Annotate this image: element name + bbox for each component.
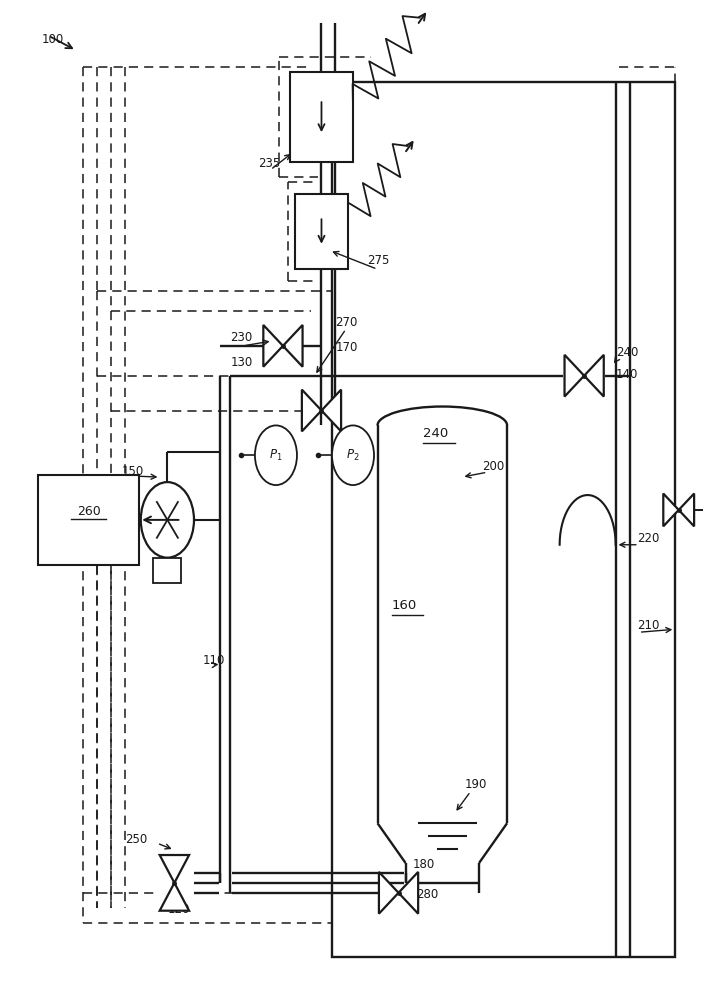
Circle shape bbox=[332, 425, 374, 485]
Text: 150: 150 bbox=[122, 465, 144, 478]
Polygon shape bbox=[263, 325, 283, 367]
Polygon shape bbox=[678, 494, 694, 526]
Text: 235: 235 bbox=[258, 157, 281, 170]
Bar bbox=[290, 72, 353, 162]
Text: 250: 250 bbox=[126, 833, 148, 846]
Polygon shape bbox=[302, 390, 321, 431]
Text: 240: 240 bbox=[616, 346, 638, 359]
Text: 170: 170 bbox=[335, 341, 358, 354]
Text: 200: 200 bbox=[483, 460, 505, 473]
Text: 260: 260 bbox=[77, 505, 100, 518]
Text: 280: 280 bbox=[416, 888, 438, 901]
Text: $P_1$: $P_1$ bbox=[269, 448, 282, 463]
Text: 190: 190 bbox=[465, 778, 487, 791]
Circle shape bbox=[140, 482, 194, 558]
Bar bbox=[332, 82, 675, 957]
Polygon shape bbox=[160, 855, 189, 883]
Polygon shape bbox=[160, 883, 189, 911]
Polygon shape bbox=[565, 355, 584, 397]
Bar bbox=[38, 475, 139, 565]
Text: 220: 220 bbox=[637, 532, 659, 545]
Bar bbox=[153, 558, 181, 583]
Text: 230: 230 bbox=[230, 331, 253, 344]
Text: 180: 180 bbox=[412, 858, 435, 871]
Circle shape bbox=[255, 425, 297, 485]
Polygon shape bbox=[398, 872, 418, 914]
Text: 120: 120 bbox=[167, 903, 190, 916]
Polygon shape bbox=[321, 390, 341, 431]
Text: $P_2$: $P_2$ bbox=[346, 448, 360, 463]
Text: 240: 240 bbox=[423, 427, 448, 440]
Polygon shape bbox=[664, 494, 678, 526]
Text: 110: 110 bbox=[203, 654, 225, 667]
Text: 100: 100 bbox=[42, 33, 64, 46]
Text: 140: 140 bbox=[616, 368, 638, 381]
Text: 160: 160 bbox=[392, 599, 417, 612]
Text: 270: 270 bbox=[335, 316, 358, 329]
Polygon shape bbox=[283, 325, 303, 367]
Text: 275: 275 bbox=[367, 254, 390, 267]
Bar bbox=[295, 194, 348, 269]
Text: 130: 130 bbox=[230, 356, 253, 369]
Polygon shape bbox=[379, 872, 398, 914]
Text: 210: 210 bbox=[637, 619, 659, 632]
Polygon shape bbox=[584, 355, 604, 397]
